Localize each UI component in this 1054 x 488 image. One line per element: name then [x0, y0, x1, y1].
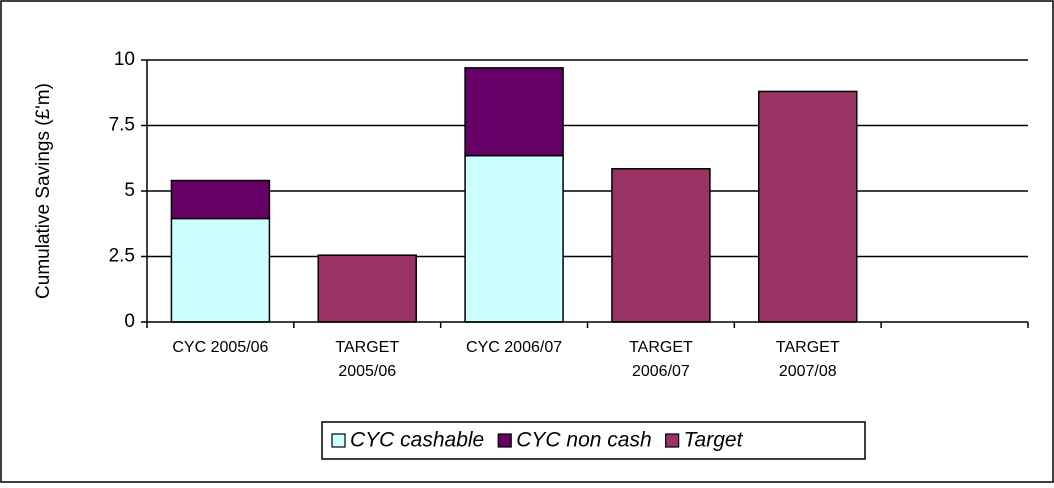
y-tick-label: 7.5 [109, 115, 135, 136]
x-tick-label: TARGET 2007/08 [776, 339, 840, 380]
y-tick-label: 10 [114, 49, 135, 70]
bar-segment [464, 154, 564, 323]
y-tick-label: 5 [124, 180, 135, 201]
x-tick-label: CYC 2006/07 [466, 339, 562, 356]
bar-segment [464, 67, 564, 157]
y-tick-label: 0 [124, 311, 135, 332]
legend-label: CYC non cash [516, 429, 651, 452]
x-tick-label: TARGET 2006/07 [629, 339, 693, 380]
legend: CYC cashable CYC non cash Target [321, 421, 866, 460]
bar-segment [170, 179, 271, 220]
legend-label: CYC cashable [350, 429, 484, 452]
legend-swatch [497, 433, 512, 448]
y-tick-label: 2.5 [109, 246, 135, 267]
legend-swatch [665, 433, 680, 448]
legend-swatch [331, 433, 346, 448]
bar-segment [317, 254, 417, 323]
legend-border [321, 421, 866, 460]
y-axis-label: Cumulative Savings (£'m) [33, 83, 54, 299]
bar-segment [611, 167, 711, 323]
bar-segment [758, 90, 858, 323]
x-tick-label: CYC 2005/06 [172, 339, 268, 356]
legend-label: Target [684, 429, 744, 452]
bar-segment [170, 217, 271, 323]
x-tick-label: TARGET 2005/06 [335, 339, 399, 380]
